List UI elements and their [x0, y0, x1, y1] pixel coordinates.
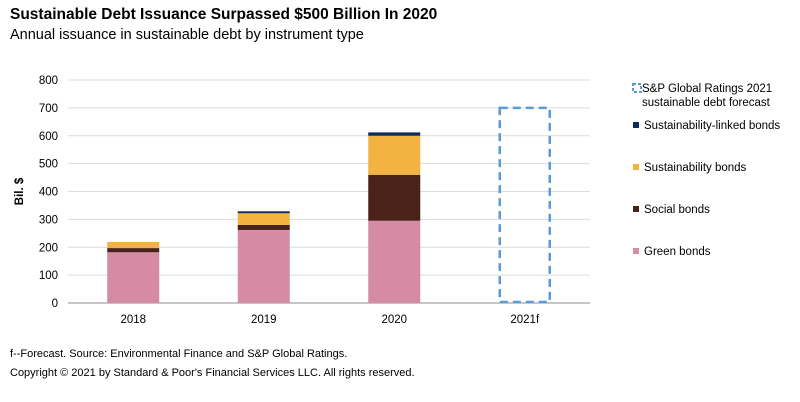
y-tick-label: 0	[52, 298, 58, 310]
y-tick-label: 300	[39, 214, 58, 226]
y-tick-label: 800	[39, 75, 58, 87]
y-tick-label: 200	[39, 242, 58, 254]
bar-segment	[237, 229, 290, 303]
bar-segment	[107, 248, 160, 253]
x-tick-label: 2018	[120, 314, 146, 326]
source-note: f--Forecast. Source: Environmental Finan…	[10, 348, 348, 360]
y-axis-label: Bil. $	[14, 177, 26, 205]
x-tick-label: 2020	[381, 314, 407, 326]
legend-swatch	[633, 122, 639, 128]
y-tick-label: 600	[39, 131, 58, 143]
bar-segment	[368, 132, 421, 136]
bar-segment	[237, 211, 290, 214]
bar-segment	[368, 135, 421, 175]
y-tick-label: 700	[39, 103, 58, 115]
bar-segment	[237, 224, 290, 230]
x-tick-label: 2019	[251, 314, 277, 326]
copyright-note: Copyright © 2021 by Standard & Poor's Fi…	[10, 367, 415, 379]
legend-label: Green bonds	[644, 246, 711, 258]
bar-segment	[107, 252, 160, 303]
bar-segment	[368, 220, 421, 303]
y-tick-label: 400	[39, 187, 58, 199]
y-tick-label: 500	[39, 159, 58, 171]
forecast-bar	[498, 106, 551, 304]
legend-label: Sustainability-linked bonds	[644, 120, 780, 132]
bar-segment	[107, 241, 160, 249]
bar-segment	[237, 213, 290, 225]
x-tick-label: 2021f	[510, 314, 540, 326]
stacked-bar-chart: 0 100 200 300 400 500 600 700 800 Bil. $ 2018 2019 2…	[14, 75, 780, 326]
legend-swatch	[633, 206, 639, 212]
legend-swatch-forecast	[632, 83, 642, 93]
legend-swatch	[633, 164, 639, 170]
legend-label: Sustainability bonds	[644, 162, 747, 174]
chart-title: Sustainable Debt Issuance Surpassed $500…	[10, 6, 438, 23]
legend-swatch	[633, 248, 639, 254]
bar-segment	[368, 174, 421, 221]
legend-label: sustainable debt forecast	[642, 97, 771, 109]
chart-subtitle: Annual issuance in sustainable debt by i…	[10, 27, 364, 43]
legend-label: Social bonds	[644, 204, 710, 216]
legend-label: S&P Global Ratings 2021	[642, 83, 772, 95]
y-tick-label: 100	[39, 270, 58, 282]
